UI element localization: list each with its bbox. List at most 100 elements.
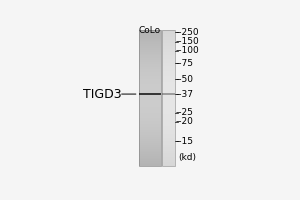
Text: --37: --37 (176, 90, 194, 99)
Bar (162, 91, 175, 92)
Bar (139, 155, 161, 156)
Bar (162, 101, 175, 102)
Bar (139, 53, 161, 54)
Bar (139, 56, 161, 57)
Bar (139, 133, 161, 134)
Bar (162, 77, 175, 78)
Bar (139, 132, 161, 133)
Bar (162, 148, 175, 149)
Bar (139, 98, 161, 99)
Text: (kd): (kd) (178, 153, 196, 162)
Bar (139, 34, 161, 35)
Bar (139, 109, 161, 110)
Bar (162, 30, 175, 166)
Bar (139, 100, 161, 101)
Bar (139, 131, 161, 132)
Bar (162, 40, 175, 41)
Bar (139, 157, 161, 158)
Bar (162, 97, 175, 98)
Bar (139, 43, 161, 44)
Bar (139, 134, 161, 135)
Bar (162, 75, 175, 76)
Bar (139, 145, 161, 146)
Bar (139, 149, 161, 150)
Bar (139, 79, 161, 80)
Bar (162, 110, 175, 111)
Bar (139, 85, 161, 86)
Bar (162, 119, 175, 120)
Bar (139, 38, 161, 39)
Bar (162, 114, 175, 115)
Bar (139, 32, 161, 33)
Bar (139, 106, 161, 107)
Bar (162, 153, 175, 154)
Bar (162, 125, 175, 126)
Bar (139, 160, 161, 161)
Bar (139, 111, 161, 112)
Bar (162, 129, 175, 130)
Bar (162, 123, 175, 124)
Bar (139, 68, 161, 69)
Bar (139, 130, 161, 131)
Bar (139, 108, 161, 109)
Bar (139, 163, 161, 164)
Bar (139, 154, 161, 155)
Bar (139, 69, 161, 70)
Text: --50: --50 (176, 75, 194, 84)
Bar (162, 41, 175, 42)
Bar (162, 113, 175, 114)
Bar (162, 49, 175, 50)
Bar (162, 90, 175, 91)
Bar (139, 91, 161, 92)
Bar (139, 140, 161, 141)
Bar (162, 159, 175, 160)
Bar (162, 38, 175, 39)
Bar (162, 95, 175, 96)
Bar (162, 156, 175, 157)
Bar (139, 63, 161, 64)
Bar (162, 141, 175, 142)
Bar (162, 103, 175, 104)
Bar (162, 160, 175, 161)
Bar (139, 76, 161, 77)
Bar (162, 136, 175, 137)
Bar (162, 108, 175, 109)
Bar (139, 92, 161, 93)
Bar (162, 93, 175, 95)
Bar (162, 94, 175, 95)
Bar (162, 66, 175, 67)
Bar (162, 42, 175, 43)
Bar (139, 93, 161, 95)
Bar (139, 141, 161, 142)
Bar (139, 82, 161, 83)
Bar (139, 105, 161, 106)
Bar (162, 124, 175, 125)
Bar (162, 57, 175, 58)
Bar (162, 35, 175, 36)
Bar (139, 118, 161, 119)
Bar (162, 81, 175, 82)
Bar (162, 63, 175, 64)
Text: --20: --20 (176, 117, 194, 126)
Bar (162, 105, 175, 106)
Bar (139, 151, 161, 152)
Bar (162, 115, 175, 116)
Bar (162, 46, 175, 47)
Bar (139, 150, 161, 151)
Text: --100: --100 (176, 46, 200, 55)
Bar (139, 115, 161, 116)
Bar (139, 67, 161, 68)
Bar (139, 137, 161, 138)
Bar (139, 125, 161, 126)
Bar (139, 128, 161, 129)
Bar (162, 80, 175, 81)
Bar (139, 95, 161, 96)
Bar (162, 92, 175, 93)
Bar (139, 121, 161, 122)
Bar (162, 143, 175, 144)
Bar (162, 106, 175, 107)
Bar (139, 113, 161, 114)
Bar (139, 77, 161, 78)
Bar (162, 50, 175, 51)
Bar (139, 66, 161, 67)
